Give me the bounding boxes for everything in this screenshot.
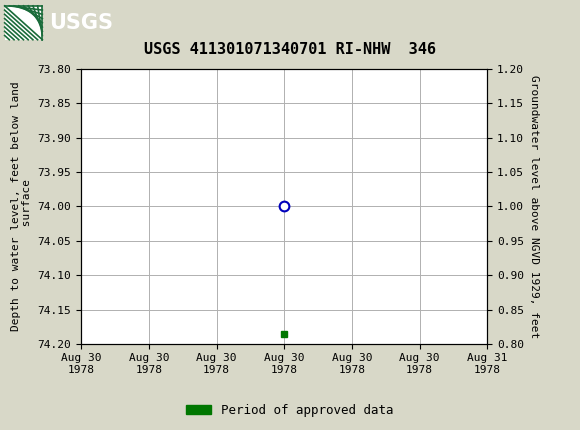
- Y-axis label: Depth to water level, feet below land
 surface: Depth to water level, feet below land su…: [10, 82, 32, 331]
- Bar: [5, 6, 42, 40]
- Legend: Period of approved data: Period of approved data: [181, 399, 399, 421]
- Text: USGS: USGS: [49, 12, 113, 33]
- Text: USGS 411301071340701 RI-NHW  346: USGS 411301071340701 RI-NHW 346: [144, 42, 436, 57]
- Y-axis label: Groundwater level above NGVD 1929, feet: Groundwater level above NGVD 1929, feet: [530, 75, 539, 338]
